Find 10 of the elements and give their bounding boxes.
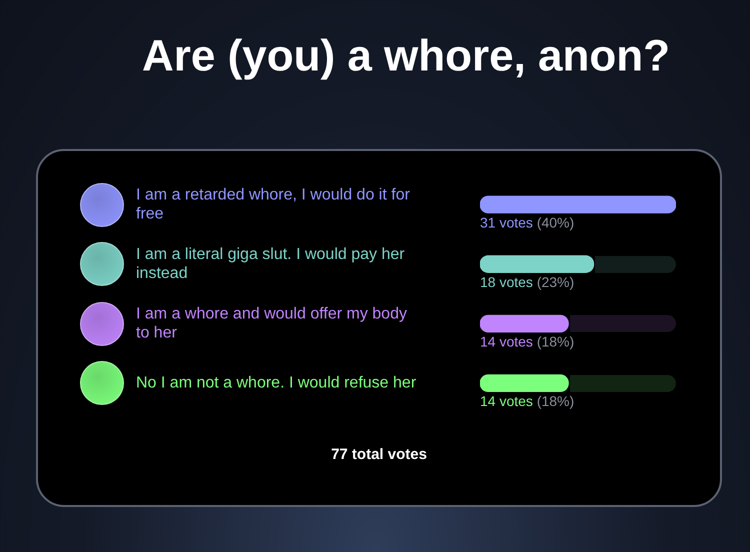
y-tick-label: I am a retarded whore, I would do it for free (136, 186, 411, 223)
data-label: 31 votes (40%) (480, 214, 574, 230)
y-tick-label: I am a literal giga slut. I would pay her instead (136, 246, 406, 282)
y-tick-label: No I am not a whore. I would refuse her (136, 374, 417, 392)
text: 77 total votes (331, 446, 427, 464)
data-label: 14 votes (18%) (480, 334, 574, 350)
data-label: 18 votes (23%) (480, 274, 574, 290)
y-tick-label: I am a whore and would offer my body to her (136, 305, 407, 342)
data-label: 14 votes (18%) (480, 393, 574, 410)
chart-title: Are (you) a whore, anon? (142, 32, 670, 81)
